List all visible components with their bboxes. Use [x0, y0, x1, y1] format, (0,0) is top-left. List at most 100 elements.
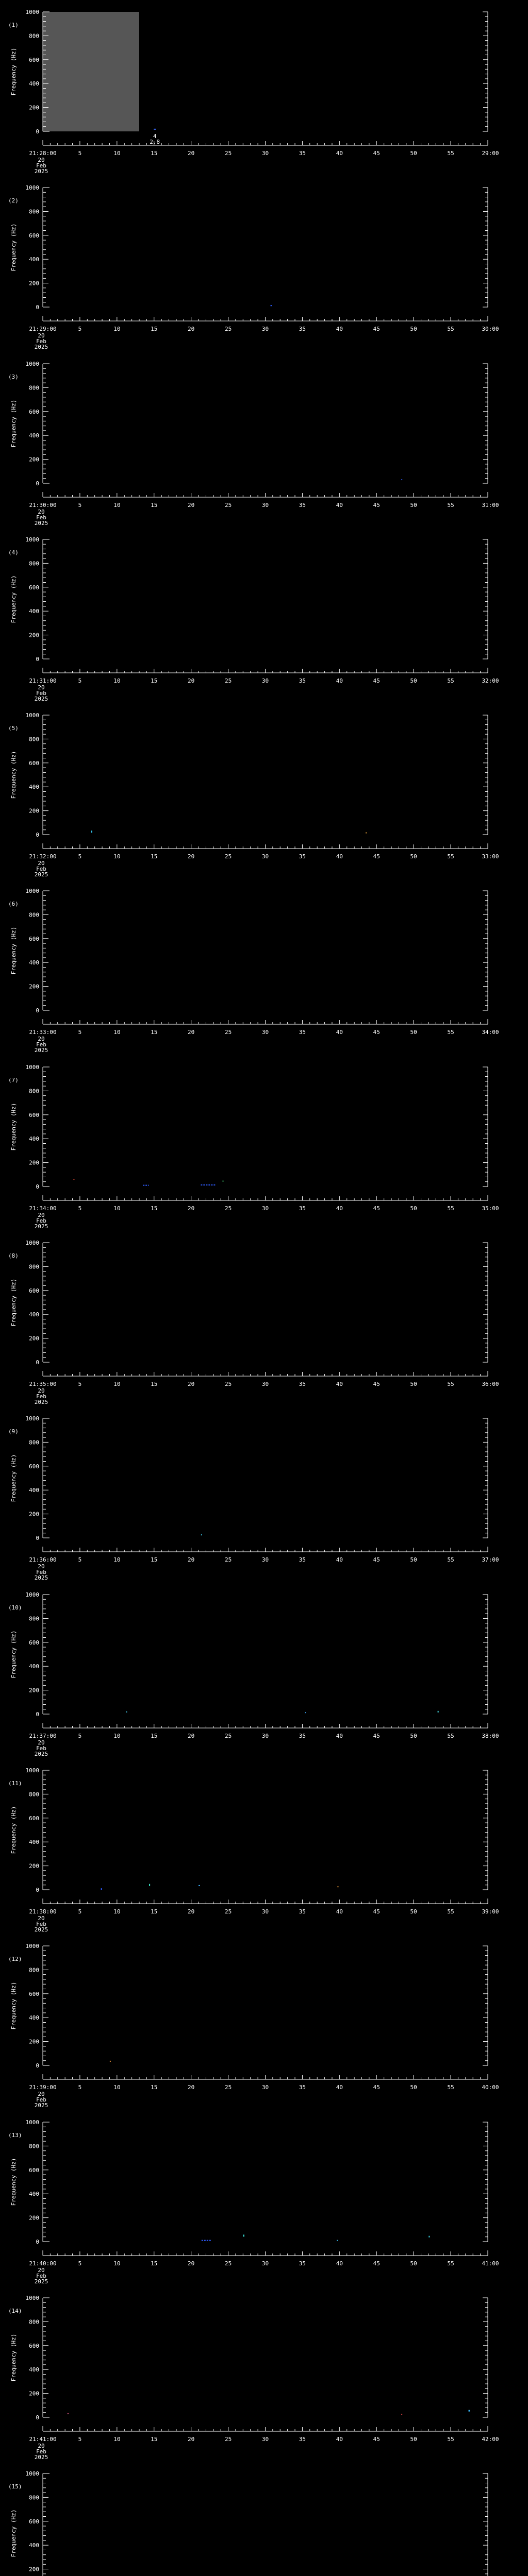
- y-tick-label: 600: [29, 584, 39, 591]
- detection-label: 4: [153, 133, 157, 140]
- y-tick-label: 800: [29, 1263, 39, 1270]
- y-tick-label: 0: [36, 656, 39, 663]
- date-label: Feb: [36, 1569, 46, 1575]
- x-tick-label: 45: [373, 1908, 380, 1915]
- y-tick-label: 600: [29, 1639, 39, 1646]
- y-tick-label: 800: [29, 384, 39, 391]
- spectrogram-panel-3: (3) 0 200 400 600 800 1000 Frequency (Hz) 21:30:…: [8, 361, 499, 527]
- date-label: 20: [38, 332, 44, 339]
- x-tick-label: 40: [336, 1733, 343, 1739]
- x-tick-label: 45: [373, 326, 380, 332]
- spectrogram-panel-7: (7) 0 200 400 600 800 1000 Frequency (Hz) 21:34:…: [8, 1064, 499, 1230]
- frequency-axis-title: Frequency (Hz): [10, 1806, 17, 1854]
- x-tick-label: 40: [336, 853, 343, 860]
- x-tick-label: 55: [447, 1908, 454, 1915]
- x-tick-label: 35: [299, 2436, 306, 2443]
- x-start-time-label: 21:33:00: [29, 1029, 57, 1036]
- y-tick-label: 200: [29, 984, 39, 990]
- x-tick-label: 20: [188, 1029, 194, 1036]
- x-tick-label: 35: [299, 1029, 306, 1036]
- x-tick-label: 5: [78, 2084, 82, 2091]
- x-tick-label: 30: [262, 1029, 269, 1036]
- y-tick-label: 400: [29, 959, 39, 966]
- date-label: 2025: [35, 1926, 48, 1933]
- y-tick-label: 400: [29, 1136, 39, 1142]
- x-tick-label: 45: [373, 1205, 380, 1212]
- x-tick-label: 25: [225, 1381, 232, 1387]
- date-label: 2025: [35, 2102, 48, 2109]
- x-tick-label: 5: [78, 2436, 82, 2443]
- x-tick-label: 35: [299, 853, 306, 860]
- x-tick-label: 40: [336, 1556, 343, 1563]
- y-tick-label: 200: [29, 280, 39, 287]
- x-tick-label: 40: [336, 2436, 343, 2443]
- date-label: Feb: [36, 866, 46, 872]
- x-tick-label: 25: [225, 502, 232, 509]
- y-tick-label: 1000: [26, 1591, 40, 1598]
- date-label: 20: [38, 2091, 44, 2097]
- x-end-time-label: 39:00: [482, 1908, 499, 1915]
- x-tick-label: 30: [262, 1205, 269, 1212]
- x-tick-label: 30: [262, 326, 269, 332]
- x-tick-label: 10: [113, 326, 120, 332]
- date-label: 20: [38, 1212, 44, 1218]
- y-tick-label: 800: [29, 1439, 39, 1446]
- x-end-time-label: 30:00: [482, 326, 499, 332]
- y-tick-label: 800: [29, 32, 39, 39]
- x-tick-label: 10: [113, 853, 120, 860]
- frequency-axis-title: Frequency (Hz): [10, 2158, 17, 2206]
- x-tick-label: 30: [262, 1733, 269, 1739]
- x-tick-label: 20: [188, 1908, 194, 1915]
- frequency-axis-title: Frequency (Hz): [10, 1279, 17, 1327]
- detection-marker: [73, 1179, 75, 1180]
- x-tick-label: 45: [373, 2084, 380, 2091]
- x-tick-label: 55: [447, 2260, 454, 2267]
- x-tick-label: 55: [447, 1733, 454, 1739]
- y-tick-label: 400: [29, 2191, 39, 2197]
- x-tick-label: 35: [299, 1733, 306, 1739]
- x-tick-label: 25: [225, 853, 232, 860]
- x-tick-label: 5: [78, 150, 82, 157]
- x-tick-label: 5: [78, 502, 82, 509]
- x-tick-label: 10: [113, 1205, 120, 1212]
- x-tick-label: 55: [447, 150, 454, 157]
- x-tick-label: 15: [151, 853, 157, 860]
- x-tick-label: 20: [188, 150, 194, 157]
- x-tick-label: 30: [262, 1908, 269, 1915]
- x-end-time-label: 32:00: [482, 677, 499, 684]
- date-label: Feb: [36, 338, 46, 345]
- date-label: 2025: [35, 1399, 48, 1405]
- y-tick-label: 400: [29, 1663, 39, 1670]
- x-tick-label: 30: [262, 1556, 269, 1563]
- x-tick-label: 50: [410, 1556, 417, 1563]
- x-tick-label: 25: [225, 1556, 232, 1563]
- y-tick-label: 800: [29, 1791, 39, 1798]
- x-tick-label: 50: [410, 150, 417, 157]
- x-tick-label: 15: [151, 1029, 157, 1036]
- x-tick-label: 20: [188, 1733, 194, 1739]
- panel-number-label: (2): [8, 197, 19, 204]
- x-tick-label: 20: [188, 326, 194, 332]
- x-tick-label: 15: [151, 326, 157, 332]
- y-tick-label: 200: [29, 2566, 39, 2573]
- x-tick-label: 40: [336, 1205, 343, 1212]
- y-tick-label: 200: [29, 1863, 39, 1870]
- detection-label: 2.8: [150, 139, 160, 145]
- x-tick-label: 50: [410, 677, 417, 684]
- y-tick-label: 200: [29, 1687, 39, 1694]
- y-tick-label: 600: [29, 1991, 39, 1997]
- x-tick-label: 45: [373, 853, 380, 860]
- x-tick-label: 50: [410, 853, 417, 860]
- x-tick-label: 45: [373, 1029, 380, 1036]
- x-tick-label: 20: [188, 2436, 194, 2443]
- x-tick-label: 10: [113, 2084, 120, 2091]
- y-tick-label: 1000: [26, 2295, 40, 2301]
- x-tick-label: 30: [262, 1381, 269, 1387]
- x-tick-label: 30: [262, 502, 269, 509]
- x-tick-label: 55: [447, 853, 454, 860]
- spectrogram-panel-14: (14) 0 200 400 600 800 1000 Frequency (Hz) 21:41…: [8, 2295, 499, 2461]
- y-tick-label: 400: [29, 1311, 39, 1318]
- y-tick-label: 200: [29, 456, 39, 463]
- x-tick-label: 50: [410, 2436, 417, 2443]
- detection-marker: [401, 479, 403, 481]
